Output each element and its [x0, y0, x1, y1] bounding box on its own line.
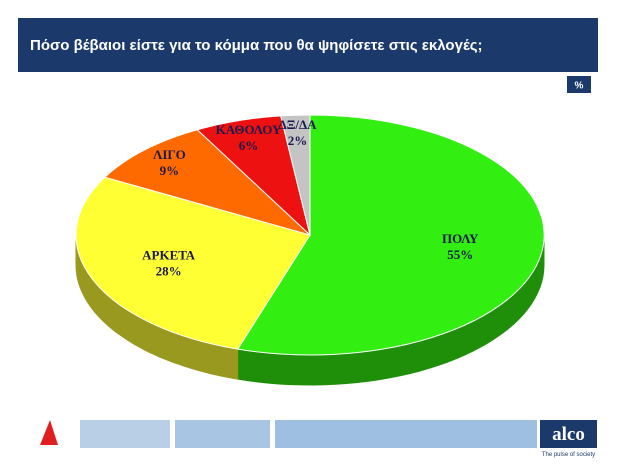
slice: [280, 114, 311, 236]
value-label: 2%: [288, 133, 308, 148]
title-bar: [18, 18, 598, 72]
slice: [103, 129, 311, 236]
slice: [236, 114, 545, 356]
unit-box: [567, 76, 591, 93]
tagline: The pulse of society: [542, 452, 595, 458]
footer-bar: [80, 420, 170, 448]
footer-bar: [175, 420, 270, 448]
footer-bar: [275, 420, 537, 448]
chart-title: Πόσο βέβαιοι είστε για το κόμμα που θα ψ…: [30, 37, 483, 54]
slice-label: ΚΑΘΟΛΟΥ: [216, 122, 282, 137]
slice-label: ΠΟΛΥ: [442, 231, 479, 246]
unit-label: %: [575, 81, 584, 92]
value-label: 55%: [447, 247, 473, 262]
logo: alco: [552, 424, 585, 445]
slice-label: ΔΞ/ΔΑ: [278, 117, 317, 132]
value-label: 6%: [239, 138, 259, 153]
slice-label: ΑΡΚΕΤΑ: [142, 248, 196, 263]
slice-label: ΛΙΓΟ: [153, 147, 186, 162]
value-label: 28%: [156, 264, 182, 279]
footer: alco The pulse of society: [40, 420, 597, 458]
value-label: 9%: [160, 163, 180, 178]
left-logo: [40, 420, 58, 445]
slice: [75, 176, 311, 350]
logo-box: [540, 420, 597, 448]
